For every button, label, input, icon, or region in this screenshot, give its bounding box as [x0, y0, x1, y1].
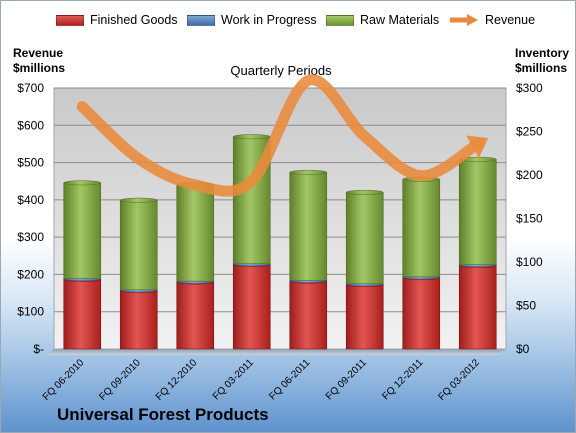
bar-finished-goods — [458, 265, 497, 350]
bar-cap — [120, 197, 158, 203]
bar-cap — [233, 134, 271, 140]
bar-cap — [346, 189, 384, 195]
right-tick-label: $300 — [516, 81, 543, 95]
bar-finished-goods — [176, 281, 215, 350]
legend-item-revenue: Revenue — [449, 13, 535, 27]
x-tick-label: FQ 06-2011 — [267, 357, 312, 402]
bar-finished-goods — [402, 277, 441, 350]
right-tick-label: $200 — [516, 168, 543, 182]
left-tick-label: $600 — [17, 118, 44, 132]
x-tick-label: FQ 09-2010 — [97, 357, 143, 403]
plot-floor — [46, 349, 506, 355]
legend-arrow-revenue-icon — [450, 14, 478, 26]
left-axis-title-line1: Revenue — [13, 46, 64, 60]
right-tick-label: $0 — [516, 342, 530, 356]
x-tick-label: FQ 09-2011 — [324, 357, 369, 402]
company-name: Universal Forest Products — [57, 405, 269, 424]
left-tick-label: $100 — [17, 305, 44, 319]
legend-label-raw-materials: Raw Materials — [360, 13, 440, 27]
revenue-point — [308, 80, 309, 81]
left-axis-title-line2: $millions — [13, 61, 66, 75]
chart-subtitle: Quarterly Periods — [230, 63, 332, 78]
revenue-point — [195, 184, 196, 185]
bar-finished-goods — [119, 290, 158, 350]
left-tick-label: $400 — [17, 193, 44, 207]
bar-cap — [63, 180, 101, 186]
left-tick-label: $500 — [17, 156, 44, 170]
bar-finished-goods — [63, 279, 102, 350]
bar-raw-materials — [402, 179, 441, 278]
legend-item-finished-goods: Finished Goods — [56, 13, 178, 27]
right-tick-label: $100 — [516, 255, 543, 269]
legend-label-finished-goods: Finished Goods — [90, 13, 178, 27]
legend-label-work-in-progress: Work in Progress — [221, 13, 317, 27]
left-tick-label: $200 — [17, 267, 44, 281]
revenue-point — [138, 158, 139, 159]
revenue-point — [421, 175, 422, 176]
right-tick-label: $250 — [516, 125, 543, 139]
left-tick-label: $700 — [17, 81, 44, 95]
revenue-point — [251, 181, 252, 182]
right-axis-title: Inventory $millions — [515, 46, 569, 76]
bar-raw-materials — [119, 199, 158, 291]
x-tick-label: FQ 03-2012 — [436, 357, 482, 403]
bar-finished-goods — [232, 264, 271, 350]
x-tick-label: FQ 12-2011 — [380, 357, 425, 402]
x-tick-label: FQ 06-2010 — [41, 357, 87, 403]
left-tick-label: $- — [33, 342, 44, 356]
right-tick-label: $150 — [516, 212, 543, 226]
left-axis-title: Revenue $millions — [13, 46, 65, 76]
x-tick-label: FQ 12-2010 — [154, 357, 200, 403]
revenue-point — [82, 106, 83, 107]
legend: Finished Goods Work in Progress Raw Mate… — [1, 13, 575, 35]
bar-raw-materials — [345, 192, 384, 285]
x-tick-label: FQ 03-2011 — [211, 357, 256, 402]
legend-swatch-work-in-progress — [187, 14, 215, 26]
bar-finished-goods — [289, 280, 328, 350]
bar-finished-goods — [345, 284, 384, 350]
revenue-point — [364, 136, 365, 137]
bar-raw-materials — [176, 184, 215, 282]
left-tick-label: $300 — [17, 230, 44, 244]
right-tick-label: $50 — [516, 299, 536, 313]
bar-raw-materials — [63, 182, 102, 279]
right-axis-title-line1: Inventory — [515, 46, 570, 60]
legend-swatch-raw-materials — [326, 14, 354, 26]
bar-raw-materials — [289, 172, 328, 281]
legend-swatch-finished-goods — [56, 14, 84, 26]
bar-cap — [289, 169, 327, 175]
bar-raw-materials — [458, 159, 497, 265]
revenue-arrowhead — [466, 135, 489, 159]
legend-item-raw-materials: Raw Materials — [326, 13, 439, 27]
legend-item-work-in-progress: Work in Progress — [187, 13, 317, 27]
right-axis-title-line2: $millions — [515, 61, 568, 75]
revenue-line — [76, 74, 484, 197]
legend-label-revenue: Revenue — [485, 13, 536, 27]
